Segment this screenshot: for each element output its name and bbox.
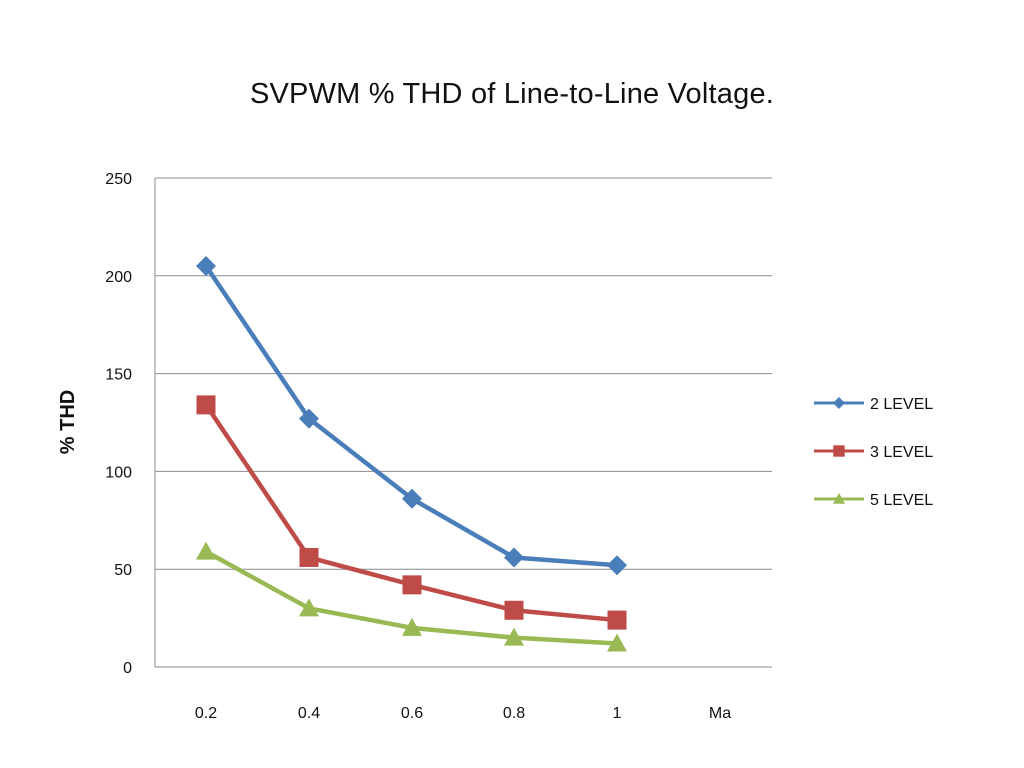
x-tick-label: 1 <box>613 705 622 722</box>
x-axis-ticks: 0.2 0.4 0.6 0.8 1 <box>195 705 622 722</box>
legend-label: 2 LEVEL <box>870 396 933 413</box>
series-line <box>204 264 618 568</box>
marker-diamond <box>402 488 422 509</box>
legend-label: 3 LEVEL <box>870 444 933 461</box>
x-tick-label: 0.6 <box>401 705 423 722</box>
x-tick-label: 0.4 <box>298 705 320 722</box>
marker-diamond <box>196 256 216 277</box>
marker-diamond <box>299 408 319 429</box>
series-group <box>196 256 627 652</box>
marker-diamond <box>833 397 845 409</box>
x-tick-label: 0.8 <box>503 705 525 722</box>
x-tick-label: 0.2 <box>195 705 217 722</box>
y-tick-label: 100 <box>105 464 132 481</box>
marker-square <box>402 575 422 595</box>
marker-triangle <box>402 617 422 636</box>
y-tick-label: 150 <box>105 367 132 384</box>
chart-title: SVPWM % THD of Line-to-Line Voltage. <box>249 78 775 110</box>
marker-diamond <box>607 555 627 576</box>
y-tick-label: 200 <box>105 269 132 286</box>
legend: 2 LEVEL 3 LEVEL 5 LEVEL <box>814 396 933 509</box>
y-axis-ticks: 0 50 100 150 200 250 <box>105 171 132 677</box>
y-tick-label: 0 <box>123 660 132 677</box>
marker-square <box>299 547 319 567</box>
marker-square <box>833 445 845 457</box>
x-axis-title: Ma <box>709 705 731 722</box>
marker-triangle <box>196 541 216 560</box>
y-axis-title: % THD <box>57 390 79 454</box>
marker-triangle <box>299 598 319 617</box>
marker-square <box>196 395 216 415</box>
marker-triangle <box>607 633 627 652</box>
marker-triangle <box>504 627 524 646</box>
y-tick-label: 250 <box>105 171 132 188</box>
marker-square <box>607 610 627 630</box>
marker-diamond <box>504 547 524 568</box>
legend-label: 5 LEVEL <box>870 492 933 509</box>
marker-square <box>504 600 524 620</box>
y-tick-label: 50 <box>114 562 132 579</box>
gridlines <box>154 177 772 668</box>
marker-triangle <box>833 493 845 504</box>
